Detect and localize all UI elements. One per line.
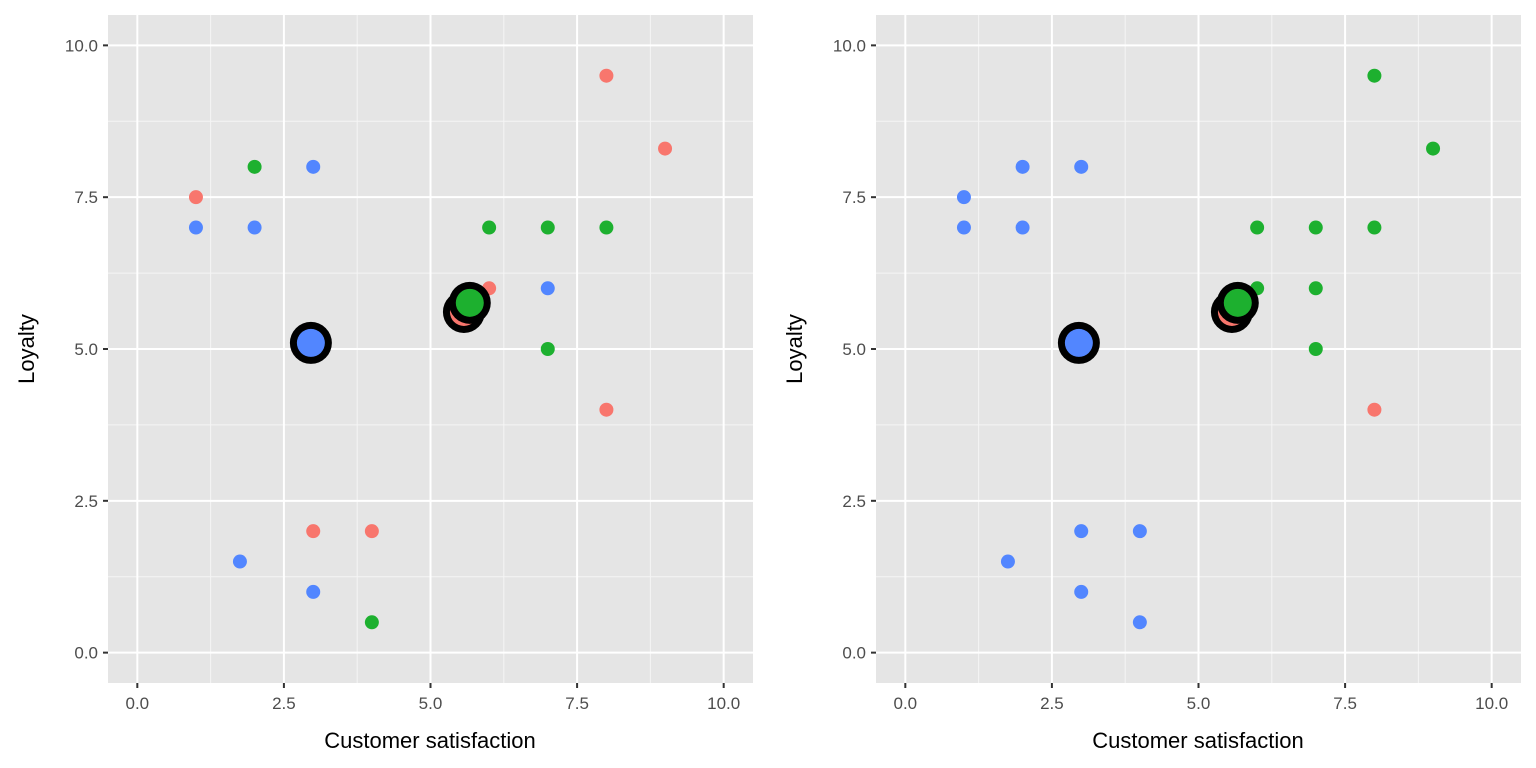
data-point-cluster-blue bbox=[1000, 554, 1015, 569]
panel-left: 0.0 2.5 5.0 7.5 10.0 0.0 2.5 5.0 7.5 10.0 Custome… bbox=[14, 15, 753, 753]
data-point-cluster-red bbox=[188, 190, 203, 205]
y-tick-label: 0.0 bbox=[74, 644, 98, 663]
y-tick-label: 5.0 bbox=[74, 340, 98, 359]
data-point-cluster-red bbox=[1367, 402, 1382, 417]
data-point-cluster-red bbox=[599, 402, 614, 417]
x-axis-title-left: Customer satisfaction bbox=[324, 728, 536, 753]
data-point-cluster-green bbox=[1308, 281, 1323, 296]
data-point-cluster-blue bbox=[306, 584, 321, 599]
data-point-cluster-green bbox=[247, 159, 262, 174]
panel-right: 0.0 2.5 5.0 7.5 10.0 0.0 2.5 5.0 7.5 10.0 Custome… bbox=[782, 15, 1521, 753]
x-tick-label: 0.0 bbox=[125, 694, 149, 713]
data-point-cluster-green bbox=[1308, 342, 1323, 356]
data-point-cluster-blue bbox=[1015, 220, 1030, 235]
centroid-blue bbox=[296, 328, 325, 357]
data-point-cluster-blue bbox=[188, 220, 203, 235]
data-point-cluster-green bbox=[1308, 220, 1323, 235]
y-tick-label: 0.0 bbox=[842, 644, 866, 663]
y-tick-label: 7.5 bbox=[842, 188, 866, 207]
data-point-cluster-blue bbox=[247, 220, 262, 235]
y-tick-label: 10.0 bbox=[833, 36, 866, 55]
data-point-cluster-red bbox=[364, 524, 379, 539]
y-tick-label: 2.5 bbox=[74, 492, 98, 511]
x-tick-label: 7.5 bbox=[1333, 694, 1357, 713]
data-point-cluster-blue bbox=[956, 190, 971, 205]
data-point-cluster-green bbox=[1367, 220, 1382, 235]
y-axis-title-right: Loyalty bbox=[782, 314, 807, 384]
data-point-cluster-green bbox=[540, 220, 555, 235]
x-tick-label: 10.0 bbox=[1475, 694, 1508, 713]
x-tick-label: 7.5 bbox=[565, 694, 589, 713]
x-tick-label: 5.0 bbox=[1187, 694, 1211, 713]
y-tick-label: 7.5 bbox=[74, 188, 98, 207]
data-point-cluster-blue bbox=[1015, 159, 1030, 174]
centroid-blue bbox=[1064, 328, 1093, 357]
data-point-cluster-red bbox=[599, 68, 614, 83]
data-point-cluster-blue bbox=[1074, 524, 1089, 539]
data-point-cluster-blue bbox=[306, 159, 321, 174]
data-point-cluster-blue bbox=[1074, 584, 1089, 599]
data-point-cluster-green bbox=[1250, 220, 1265, 235]
data-point-cluster-blue bbox=[1074, 159, 1089, 174]
x-tick-label: 0.0 bbox=[893, 694, 917, 713]
y-axis-title-left: Loyalty bbox=[14, 314, 39, 384]
data-point-cluster-green bbox=[364, 615, 379, 630]
x-tick-label: 2.5 bbox=[1040, 694, 1064, 713]
data-point-cluster-green bbox=[1367, 68, 1382, 83]
data-point-cluster-green bbox=[482, 220, 497, 235]
data-point-cluster-red bbox=[306, 524, 321, 539]
y-tick-label: 5.0 bbox=[842, 340, 866, 359]
y-tick-label: 10.0 bbox=[65, 36, 98, 55]
data-point-cluster-blue bbox=[540, 281, 555, 296]
data-point-cluster-red bbox=[658, 141, 673, 156]
x-axis-title-right: Customer satisfaction bbox=[1092, 728, 1304, 753]
data-point-cluster-blue bbox=[1132, 524, 1147, 539]
data-point-cluster-green bbox=[1426, 141, 1441, 156]
data-point-cluster-green bbox=[540, 342, 555, 356]
centroid-green bbox=[455, 288, 484, 317]
centroid-green bbox=[1223, 288, 1252, 317]
y-tick-label: 2.5 bbox=[842, 492, 866, 511]
x-tick-label: 5.0 bbox=[419, 694, 443, 713]
x-tick-label: 2.5 bbox=[272, 694, 296, 713]
data-point-cluster-blue bbox=[232, 554, 247, 569]
data-point-cluster-green bbox=[599, 220, 614, 235]
x-tick-label: 10.0 bbox=[707, 694, 740, 713]
data-point-cluster-blue bbox=[956, 220, 971, 235]
data-point-cluster-blue bbox=[1132, 615, 1147, 630]
